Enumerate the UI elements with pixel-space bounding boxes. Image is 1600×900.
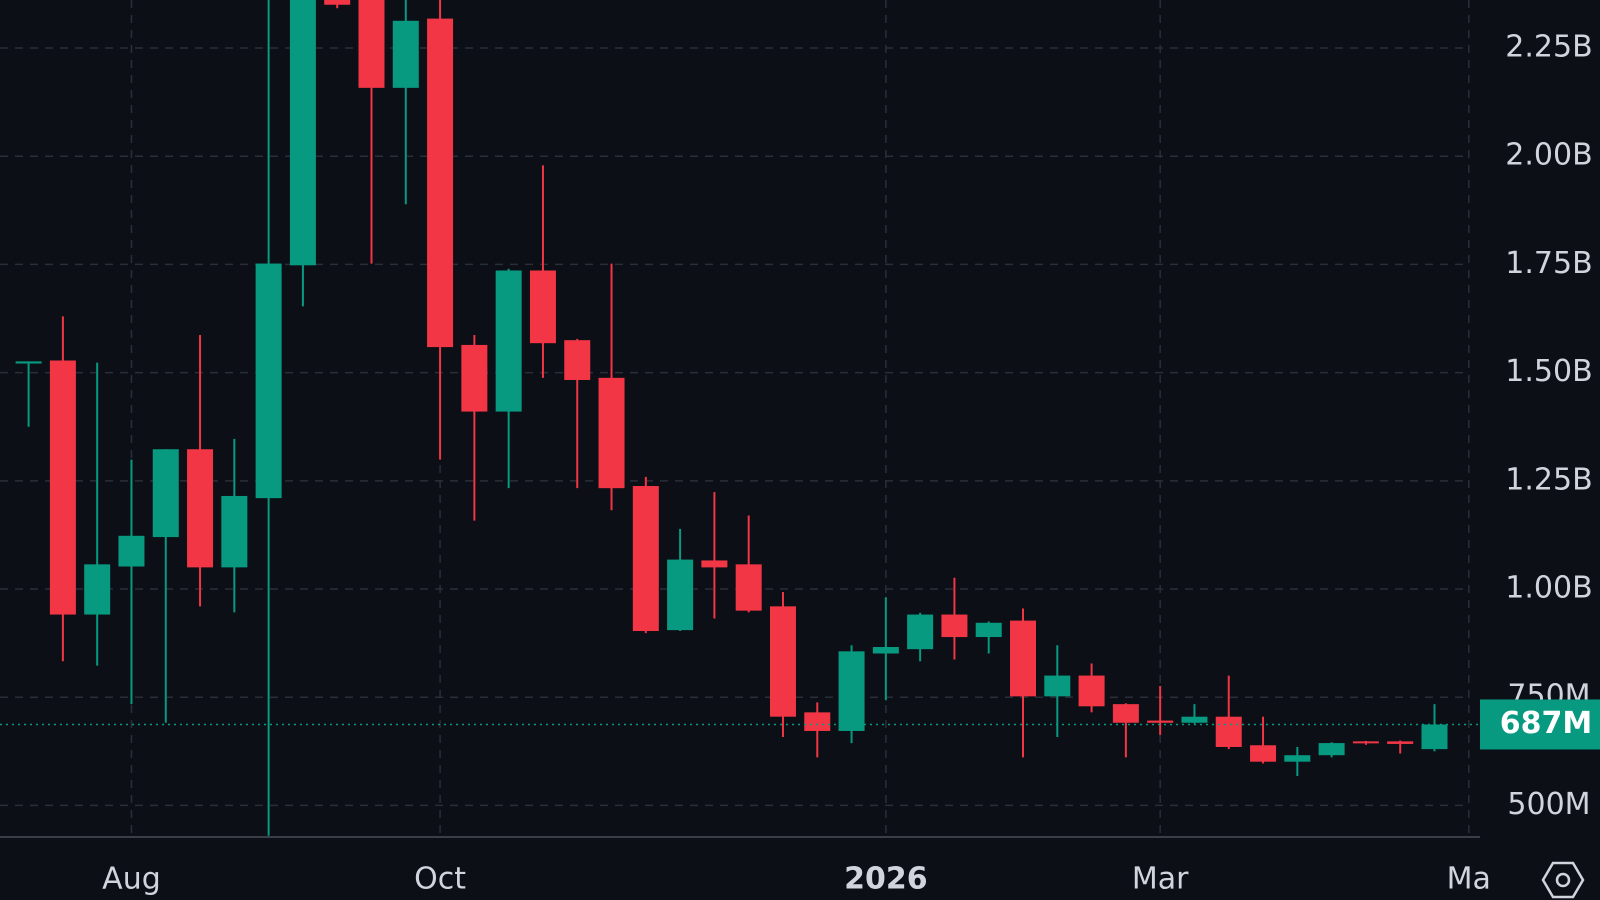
x-tick-label: 2026 bbox=[844, 862, 928, 897]
candle-body bbox=[427, 18, 454, 348]
candle-body bbox=[392, 20, 419, 88]
candle-body bbox=[1421, 724, 1448, 750]
candle-body bbox=[1044, 675, 1071, 697]
candle-body bbox=[598, 377, 625, 489]
candle-body bbox=[769, 606, 796, 717]
plot-area bbox=[0, 0, 1480, 836]
y-tick-label: 500M bbox=[1507, 787, 1590, 822]
x-tick-label: Aug bbox=[102, 862, 161, 897]
y-tick-label: 1.50B bbox=[1505, 354, 1592, 389]
candle-body bbox=[667, 559, 694, 631]
candle-body bbox=[701, 560, 728, 568]
y-tick-label: 2.00B bbox=[1505, 138, 1592, 173]
candle-body bbox=[632, 486, 659, 631]
candle-body bbox=[461, 344, 488, 412]
candle-body bbox=[221, 495, 248, 568]
candle-body bbox=[324, 0, 351, 5]
candle-body bbox=[1112, 704, 1139, 723]
candle-body bbox=[118, 535, 145, 567]
y-tick-label: 1.00B bbox=[1505, 571, 1592, 606]
candle-body bbox=[1250, 745, 1277, 762]
candle-body bbox=[941, 614, 968, 638]
candle-body bbox=[255, 263, 282, 499]
grid bbox=[0, 0, 1470, 837]
candle-body bbox=[1147, 720, 1174, 723]
axes: 500M750M1.00B1.25B1.50B1.75B2.00B2.25BAu… bbox=[102, 30, 1600, 897]
candle-body bbox=[358, 0, 385, 88]
candle-body bbox=[1181, 716, 1208, 723]
candle-body bbox=[1318, 743, 1345, 756]
candle-body bbox=[1078, 675, 1105, 707]
candle-body bbox=[1284, 755, 1311, 762]
candle-body bbox=[907, 614, 934, 650]
candle-body bbox=[838, 651, 865, 731]
candle-body bbox=[564, 340, 591, 380]
settings-icon[interactable] bbox=[1541, 861, 1585, 899]
candle-body bbox=[84, 564, 111, 615]
y-tick-label: 2.25B bbox=[1505, 30, 1592, 65]
candle-body bbox=[1010, 620, 1037, 697]
candle-body bbox=[15, 361, 42, 364]
candle-body bbox=[872, 647, 899, 654]
x-tick-label: Mar bbox=[1132, 862, 1189, 897]
last-price-box bbox=[1480, 699, 1600, 750]
y-tick-label: 1.75B bbox=[1505, 246, 1592, 281]
candle-body bbox=[289, 0, 316, 266]
candle-body bbox=[1215, 716, 1242, 747]
candle-body bbox=[1352, 741, 1379, 744]
candle-body bbox=[495, 270, 522, 412]
candle-body bbox=[735, 564, 762, 611]
candle-body bbox=[49, 360, 76, 615]
candle-body bbox=[975, 622, 1002, 638]
x-tick-label: Ma bbox=[1447, 862, 1491, 897]
candle-body bbox=[187, 449, 214, 568]
candle-body bbox=[152, 449, 179, 538]
y-tick-label: 1.25B bbox=[1505, 462, 1592, 497]
candle-body bbox=[804, 712, 831, 731]
candle-body bbox=[1387, 741, 1414, 744]
last-price-label: 687M bbox=[1500, 706, 1592, 741]
x-tick-label: Oct bbox=[414, 862, 466, 897]
candle-body bbox=[529, 270, 556, 344]
